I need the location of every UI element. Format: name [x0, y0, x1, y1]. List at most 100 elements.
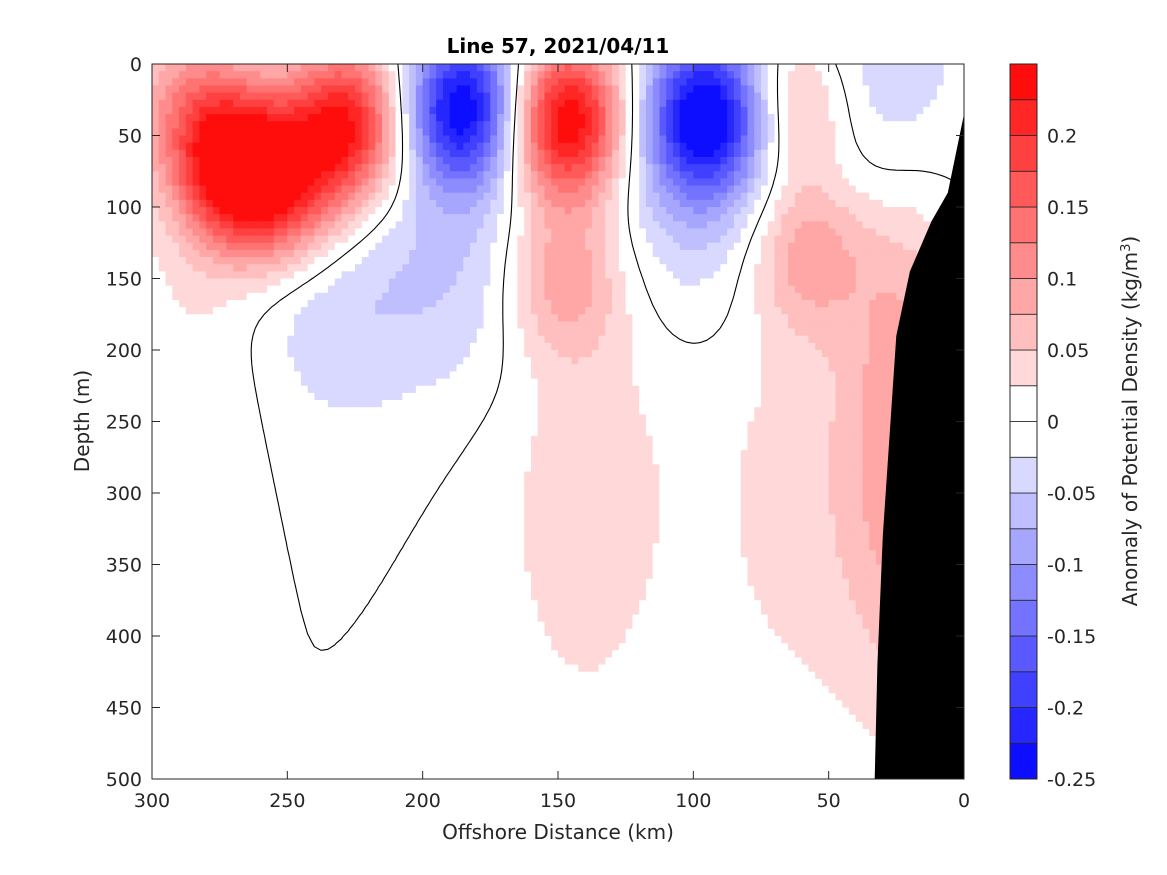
heatmap-cell [267, 314, 275, 322]
heatmap-cell [179, 342, 187, 351]
heatmap-cell [483, 414, 491, 423]
heatmap-cell [348, 314, 356, 322]
heatmap-cell [402, 543, 410, 551]
heatmap-cell [334, 171, 343, 179]
heatmap-cell [341, 278, 349, 287]
heatmap-cell [185, 707, 194, 716]
heatmap-cell [260, 507, 268, 516]
heatmap-cell [239, 593, 248, 601]
heatmap-cell [165, 149, 173, 158]
heatmap-cell [158, 657, 167, 666]
heatmap-cell [307, 671, 315, 680]
heatmap-cell [483, 242, 491, 251]
heatmap-cell [165, 314, 173, 322]
heatmap-cell [307, 199, 315, 208]
heatmap-cell [206, 199, 214, 208]
heatmap-cell [327, 78, 336, 87]
heatmap-cell [415, 242, 424, 251]
heatmap-cell [172, 106, 180, 115]
heatmap-cell [456, 299, 464, 308]
heatmap-cell [273, 714, 282, 723]
heatmap-cell [382, 535, 390, 544]
heatmap-cell [442, 442, 451, 451]
heatmap-cell [402, 464, 410, 473]
heatmap-cell [199, 156, 207, 165]
heatmap-cell [456, 228, 464, 237]
heatmap-cell [456, 221, 464, 230]
heatmap-cell [321, 92, 329, 101]
heatmap-cell [165, 371, 173, 380]
heatmap-cell [442, 242, 451, 251]
heatmap-cell [456, 621, 464, 630]
heatmap-cell [449, 335, 458, 344]
heatmap-cell [429, 364, 437, 373]
heatmap-cell [334, 693, 343, 701]
heatmap-cell [463, 671, 471, 680]
heatmap-cell [294, 450, 302, 458]
heatmap-cell [321, 228, 329, 237]
heatmap-cell [463, 228, 471, 237]
heatmap-cell [415, 171, 424, 179]
heatmap-cell [470, 500, 478, 508]
heatmap-cell [206, 228, 214, 237]
heatmap-cell [307, 106, 315, 115]
heatmap-cell [483, 328, 491, 337]
heatmap-cell [449, 249, 458, 258]
heatmap-cell [172, 350, 180, 358]
heatmap-cell [409, 507, 417, 516]
heatmap-cell [409, 192, 417, 201]
heatmap-cell [253, 207, 261, 215]
heatmap-cell [314, 650, 322, 659]
heatmap-cell [314, 114, 322, 122]
heatmap-cell [402, 421, 410, 430]
heatmap-cell [442, 392, 451, 401]
heatmap-cell [483, 543, 491, 551]
heatmap-cell [442, 400, 451, 408]
heatmap-cell [280, 307, 288, 315]
heatmap-cell [287, 400, 295, 408]
heatmap-cell [375, 321, 383, 330]
heatmap-cell [483, 257, 491, 265]
heatmap-cell [165, 299, 173, 308]
heatmap-cell [199, 235, 207, 244]
heatmap-cell [260, 535, 268, 544]
heatmap-cell [361, 535, 370, 544]
heatmap-cell [375, 657, 383, 666]
heatmap-cell [212, 307, 221, 315]
heatmap-cell [206, 614, 214, 623]
heatmap-cell [267, 550, 275, 558]
heatmap-cell [375, 528, 383, 537]
heatmap-cell [246, 221, 255, 230]
heatmap-cell [165, 292, 173, 301]
heatmap-cell [382, 207, 390, 215]
heatmap-cell [192, 214, 200, 222]
heatmap-cell [226, 214, 234, 222]
heatmap-cell [368, 271, 376, 280]
heatmap-cell [267, 335, 275, 344]
heatmap-cell [152, 292, 160, 301]
heatmap-cell [395, 521, 403, 530]
heatmap-cell [239, 314, 248, 322]
heatmap-cell [355, 707, 363, 716]
heatmap-cell [199, 636, 207, 644]
heatmap-cell [152, 135, 160, 144]
heatmap-cell [442, 485, 451, 494]
heatmap-cell [429, 307, 437, 315]
heatmap-cell [402, 185, 410, 194]
heatmap-cell [239, 721, 248, 730]
heatmap-cell [152, 350, 160, 358]
heatmap-cell [199, 600, 207, 608]
heatmap-cell [463, 85, 471, 94]
heatmap-cell [355, 199, 363, 208]
heatmap-cell [246, 478, 255, 487]
heatmap-cell [253, 707, 261, 716]
heatmap-cell [300, 350, 309, 358]
heatmap-cell [395, 450, 403, 458]
heatmap-cell [206, 221, 214, 230]
heatmap-cell [273, 99, 282, 108]
heatmap-cell [442, 228, 451, 237]
heatmap-cell [179, 171, 187, 179]
heatmap-cell [152, 421, 160, 430]
heatmap-cell [287, 550, 295, 558]
heatmap-cell [395, 121, 403, 129]
